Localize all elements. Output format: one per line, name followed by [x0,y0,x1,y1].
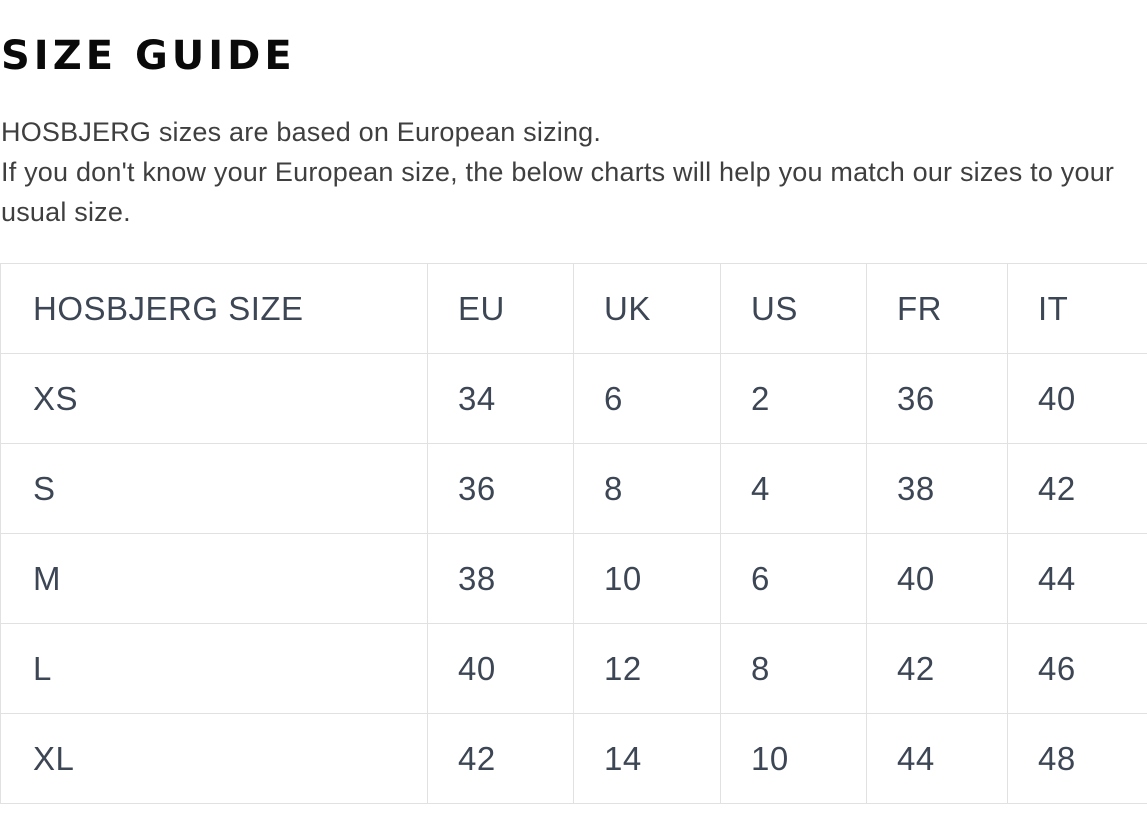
cell-size-label: L [1,624,428,714]
cell-us: 4 [721,444,867,534]
cell-eu: 38 [428,534,574,624]
size-table-header-row: HOSBJERG SIZE EU UK US FR IT [1,264,1147,354]
table-row-m: M 38 10 6 40 44 [1,534,1147,624]
cell-size-label: S [1,444,428,534]
cell-uk: 8 [574,444,721,534]
header-us: US [721,264,867,354]
size-conversion-table: HOSBJERG SIZE EU UK US FR IT XS 34 6 2 3… [0,263,1147,804]
cell-size-label: XL [1,714,428,804]
cell-uk: 14 [574,714,721,804]
cell-eu: 42 [428,714,574,804]
cell-uk: 6 [574,354,721,444]
intro-line-2: If you don't know your European size, th… [1,152,1147,232]
table-row-xs: XS 34 6 2 36 40 [1,354,1147,444]
cell-eu: 40 [428,624,574,714]
cell-us: 6 [721,534,867,624]
cell-us: 8 [721,624,867,714]
cell-it: 40 [1008,354,1147,444]
header-eu: EU [428,264,574,354]
page-title: SIZE GUIDE [1,34,1147,78]
header-it: IT [1008,264,1147,354]
cell-uk: 10 [574,534,721,624]
table-row-s: S 36 8 4 38 42 [1,444,1147,534]
table-row-xl: XL 42 14 10 44 48 [1,714,1147,804]
cell-us: 10 [721,714,867,804]
cell-size-label: M [1,534,428,624]
cell-it: 48 [1008,714,1147,804]
cell-fr: 44 [867,714,1008,804]
header-uk: UK [574,264,721,354]
intro-line-1: HOSBJERG sizes are based on European siz… [1,112,1147,152]
cell-it: 44 [1008,534,1147,624]
cell-size-label: XS [1,354,428,444]
cell-eu: 36 [428,444,574,534]
size-guide-page: SIZE GUIDE HOSBJERG sizes are based on E… [0,34,1147,828]
table-row-l: L 40 12 8 42 46 [1,624,1147,714]
cell-eu: 34 [428,354,574,444]
cell-it: 42 [1008,444,1147,534]
cell-fr: 38 [867,444,1008,534]
cell-uk: 12 [574,624,721,714]
cell-fr: 42 [867,624,1008,714]
header-hosbjerg-size: HOSBJERG SIZE [1,264,428,354]
cell-it: 46 [1008,624,1147,714]
cell-us: 2 [721,354,867,444]
intro-text: HOSBJERG sizes are based on European siz… [1,112,1147,232]
cell-fr: 36 [867,354,1008,444]
header-fr: FR [867,264,1008,354]
cell-fr: 40 [867,534,1008,624]
